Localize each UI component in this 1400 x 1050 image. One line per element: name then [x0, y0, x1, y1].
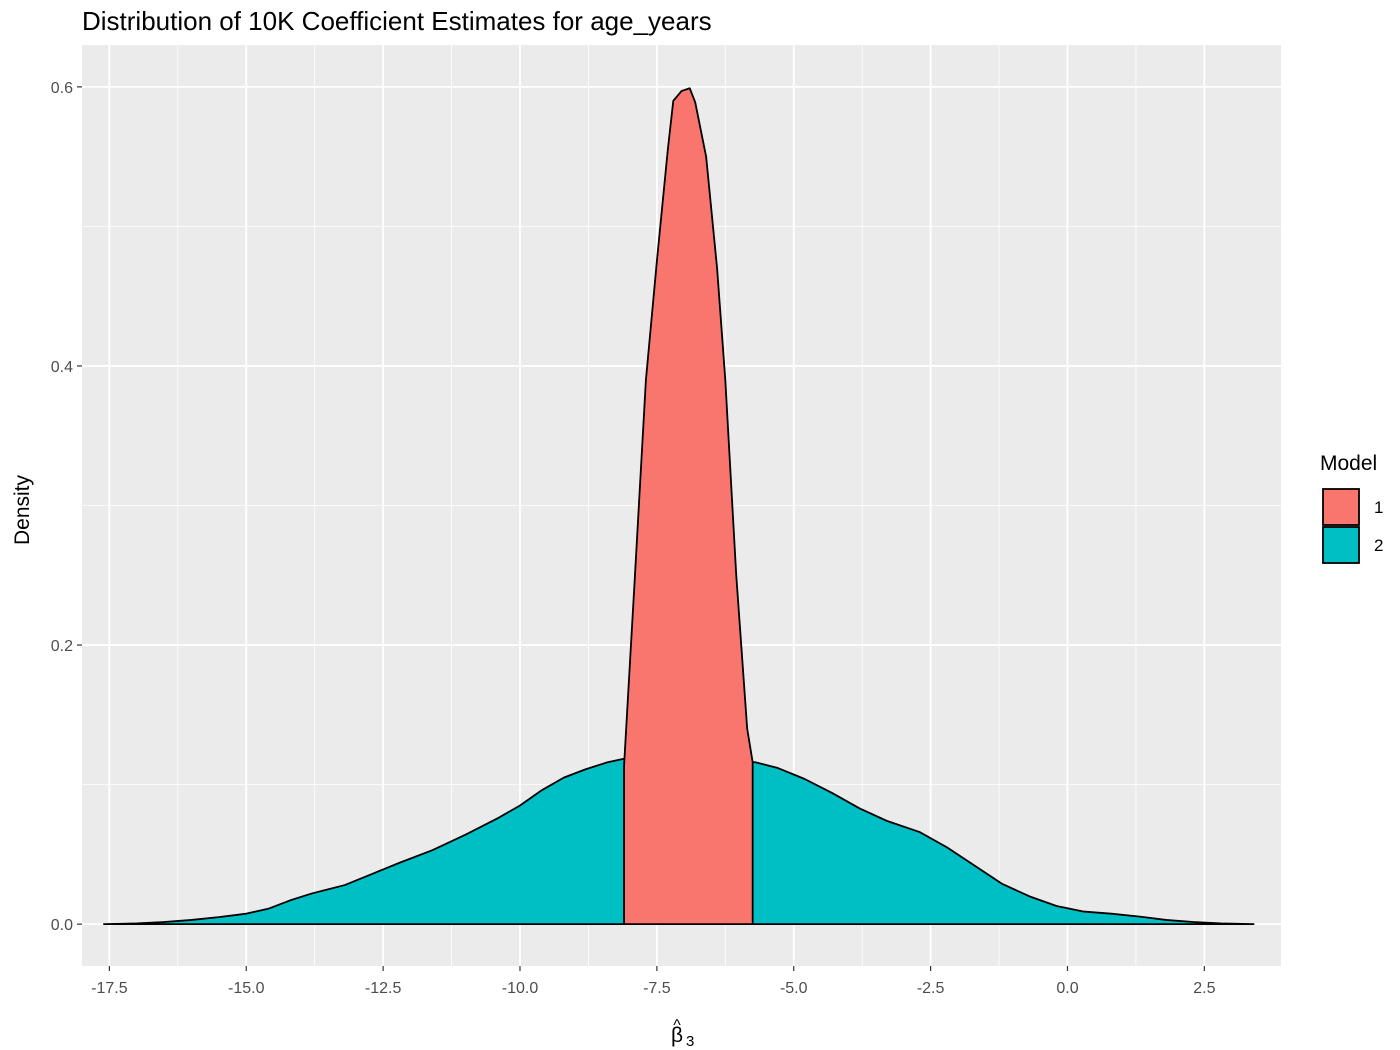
- legend-key-swatch-model-2: [1322, 526, 1360, 564]
- density-area-model-1: [623, 87, 754, 926]
- density-areas: [103, 87, 1255, 926]
- y-tick-label: 0.4: [51, 359, 73, 376]
- x-tick-label: -17.5: [91, 980, 128, 997]
- legend-label-model-2: 2: [1374, 536, 1383, 555]
- y-tick-label: 0.0: [51, 917, 73, 934]
- x-tick-label: 0.0: [1056, 980, 1078, 997]
- legend-key-swatch-model-1: [1322, 488, 1360, 526]
- x-axis-title-symbol: β: [671, 1024, 683, 1047]
- x-tick-label: -10.0: [502, 980, 539, 997]
- x-tick-label: -12.5: [365, 980, 402, 997]
- x-axis-title-subscript: 3: [686, 1033, 694, 1050]
- x-axis-title-hat: ^: [673, 1017, 681, 1034]
- x-tick-label: -15.0: [228, 980, 265, 997]
- x-axis-title: ^ β 3: [671, 1017, 694, 1050]
- x-axis: -17.5 -15.0 -12.5 -10.0 -7.5 -5.0 -2.5 0.0 2.5: [91, 966, 1216, 997]
- x-tick-label: -2.5: [917, 980, 945, 997]
- chart-title: Distribution of 10K Coefficient Estimate…: [82, 6, 712, 36]
- x-tick-label: -5.0: [780, 980, 808, 997]
- x-tick-label: 2.5: [1193, 980, 1215, 997]
- legend-label-model-1: 1: [1374, 498, 1383, 517]
- y-axis: 0.0 0.2 0.4 0.6: [51, 80, 82, 934]
- y-tick-label: 0.2: [51, 638, 73, 655]
- y-tick-label: 0.6: [51, 80, 73, 97]
- x-tick-label: -7.5: [643, 980, 671, 997]
- legend-title: Model: [1320, 452, 1377, 475]
- legend: Model 1 2: [1320, 452, 1383, 564]
- y-axis-title: Density: [11, 474, 34, 545]
